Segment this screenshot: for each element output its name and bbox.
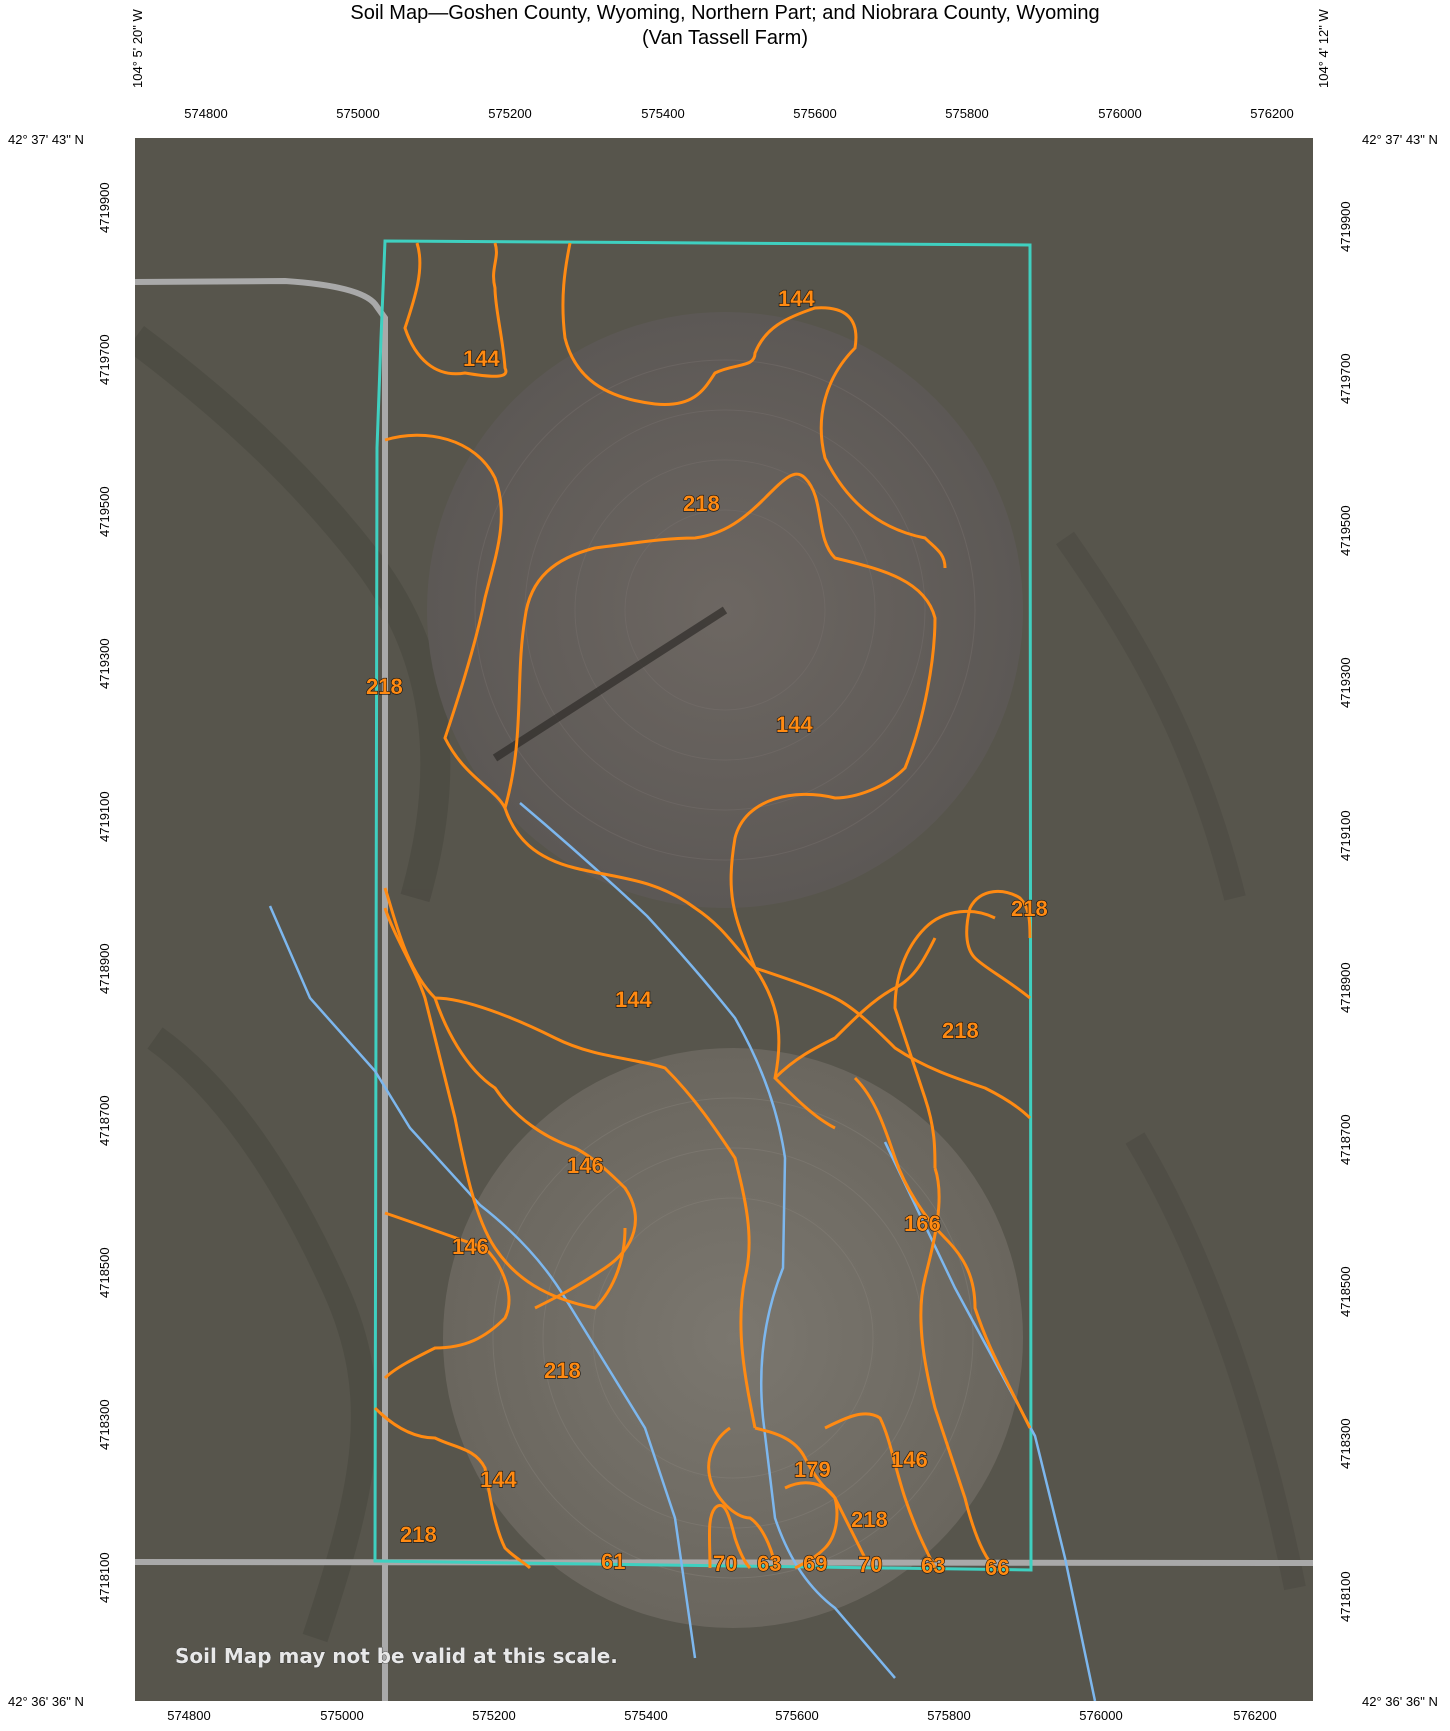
northing-tick-right: 4719100 — [1338, 810, 1353, 861]
soil-label[interactable]: 144 — [614, 986, 653, 1012]
northing-tick-left: 4719300 — [97, 638, 112, 689]
northing-tick-left: 4718100 — [97, 1552, 112, 1603]
easting-tick-bottom: 574800 — [167, 1708, 211, 1723]
northing-tick-right: 4719300 — [1338, 657, 1353, 708]
easting-tick-bottom: 575200 — [472, 1708, 516, 1723]
northing-tick-left: 4718300 — [97, 1399, 112, 1450]
soil-label[interactable]: 146 — [890, 1446, 928, 1472]
soil-label[interactable]: 218 — [850, 1506, 888, 1532]
soil-label[interactable]: 218 — [682, 490, 720, 516]
area-of-interest-boundary — [373, 239, 1033, 1572]
soil-label[interactable]: 63 — [920, 1552, 946, 1578]
soil-label[interactable]: 66 — [984, 1554, 1010, 1580]
soil-label[interactable]: 218 — [941, 1017, 979, 1043]
soil-label[interactable]: 144 — [462, 345, 501, 371]
longitude-east-label: 104° 4' 12" W — [1316, 9, 1331, 88]
latitude-south-label-left: 42° 36' 36" N — [8, 1694, 84, 1709]
northing-tick-left: 4718900 — [97, 943, 112, 994]
soil-label[interactable]: 70 — [857, 1551, 883, 1577]
easting-tick-top: 575000 — [336, 106, 380, 121]
northing-tick-right: 4718700 — [1338, 1114, 1353, 1165]
soil-label[interactable]: 179 — [793, 1456, 831, 1482]
terrain-texture — [135, 326, 1306, 1643]
easting-tick-bottom: 575600 — [775, 1708, 819, 1723]
streams — [268, 802, 1097, 1701]
soil-boundaries — [373, 242, 1032, 1570]
scale-warning-text: Soil Map may not be valid at this scale. — [175, 1644, 618, 1668]
easting-tick-bottom: 576000 — [1079, 1708, 1123, 1723]
northing-tick-right: 4718900 — [1338, 962, 1353, 1013]
north-pivot-field — [427, 312, 1023, 908]
northing-tick-left: 4719700 — [97, 334, 112, 385]
soil-label[interactable]: 218 — [365, 673, 403, 699]
easting-tick-bottom: 575400 — [624, 1708, 668, 1723]
latitude-north-label-left: 42° 37' 43" N — [8, 132, 84, 147]
soil-label[interactable]: 146 — [451, 1233, 489, 1259]
easting-tick-top: 575600 — [793, 106, 837, 121]
soil-label[interactable]: 146 — [566, 1152, 604, 1178]
northing-tick-right: 4718300 — [1338, 1418, 1353, 1469]
northing-tick-left: 4718700 — [97, 1095, 112, 1146]
easting-tick-top: 575800 — [945, 106, 989, 121]
soil-label[interactable]: 69 — [802, 1550, 828, 1576]
south-pivot-field — [443, 1048, 1023, 1628]
soil-map-frame[interactable]: 144 144 218 218 144 218 144 218 146 166 … — [135, 138, 1313, 1701]
northing-tick-left: 4719900 — [97, 182, 112, 233]
northing-tick-right: 4718100 — [1338, 1571, 1353, 1622]
easting-tick-top: 574800 — [184, 106, 228, 121]
easting-tick-bottom: 576200 — [1233, 1708, 1277, 1723]
easting-tick-top: 575200 — [488, 106, 532, 121]
soil-label[interactable]: 218 — [543, 1357, 581, 1383]
northing-tick-left: 4719100 — [97, 791, 112, 842]
easting-tick-top: 576000 — [1098, 106, 1142, 121]
easting-tick-top: 576200 — [1250, 106, 1294, 121]
soil-label[interactable]: 218 — [1010, 895, 1048, 921]
soil-label[interactable]: 70 — [712, 1550, 738, 1576]
northing-tick-right: 4719900 — [1338, 201, 1353, 252]
soil-label[interactable]: 144 — [777, 285, 816, 311]
longitude-west-label: 104° 5' 20" W — [130, 9, 145, 88]
roads — [135, 277, 1313, 1701]
map-title-line2: (Van Tassell Farm) — [642, 27, 808, 49]
map-title-line1: Soil Map—Goshen County, Wyoming, Norther… — [350, 2, 1100, 24]
northing-tick-right: 4718500 — [1338, 1266, 1353, 1317]
easting-tick-bottom: 575000 — [320, 1708, 364, 1723]
soil-label[interactable]: 61 — [600, 1548, 626, 1574]
northing-tick-right: 4719500 — [1338, 505, 1353, 556]
latitude-south-label-right: 42° 36' 36" N — [1362, 1694, 1438, 1709]
northing-tick-left: 4718500 — [97, 1247, 112, 1298]
easting-tick-top: 575400 — [641, 106, 685, 121]
soil-label[interactable]: 166 — [903, 1210, 941, 1236]
soil-label[interactable]: 144 — [775, 711, 814, 737]
easting-tick-bottom: 575800 — [927, 1708, 971, 1723]
latitude-north-label-right: 42° 37' 43" N — [1362, 132, 1438, 147]
northing-tick-left: 4719500 — [97, 486, 112, 537]
soil-label[interactable]: 218 — [399, 1521, 437, 1547]
soil-label[interactable]: 144 — [479, 1466, 518, 1492]
soil-label[interactable]: 63 — [756, 1550, 782, 1576]
northing-tick-right: 4719700 — [1338, 353, 1353, 404]
soil-unit-labels: 144 144 218 218 144 218 144 218 146 166 … — [365, 285, 1048, 1580]
